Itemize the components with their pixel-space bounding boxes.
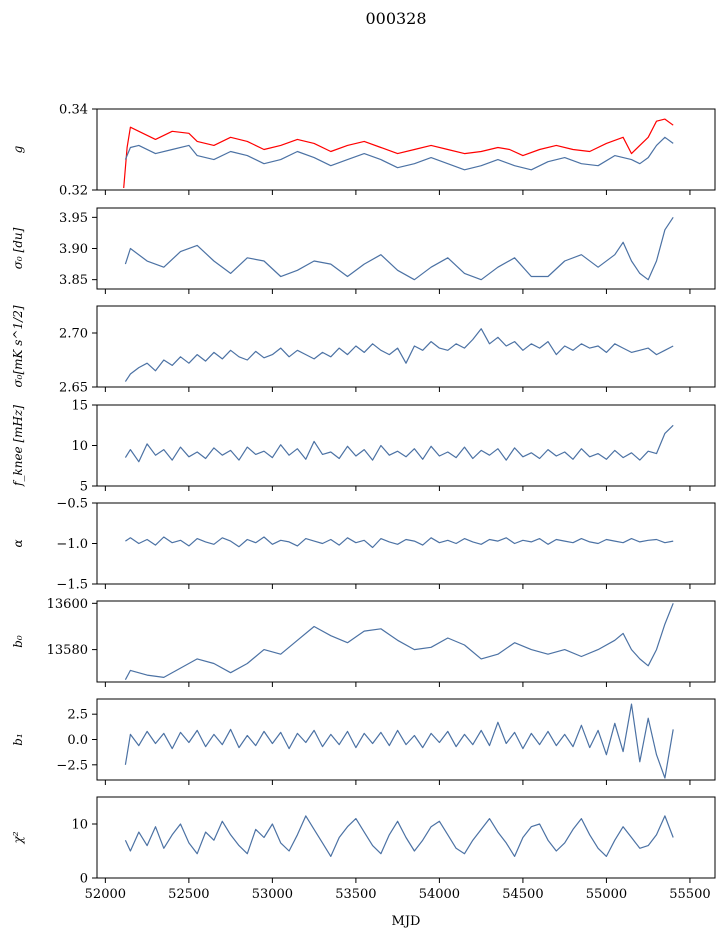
- ytick-label-b1-0: −2.5: [56, 758, 88, 773]
- y-axis-label-fknee: f_knee [mHz]: [11, 405, 25, 487]
- xtick-label-0: 52000: [85, 887, 126, 902]
- ytick-label-sigma0-du-2: 3.95: [59, 211, 88, 226]
- panels-group: 0.32 0.34 g 3.85 3.90 3.95 σ₀ [du] 2.65 2.70 σ₀[m…: [11, 103, 716, 902]
- series-line-chi2-0: [124, 815, 674, 858]
- xtick-label-7: 55500: [669, 887, 710, 902]
- ytick-label-b1-1: 0.0: [67, 733, 88, 748]
- panel-b0: 13580 13600 b₀: [11, 597, 716, 687]
- axes-frame-sigma0-mks: [96, 305, 716, 388]
- panel-sigma0-mks: 2.65 2.70 σ₀[mK s^1/2]: [11, 305, 716, 396]
- ytick-label-alpha-2: −0.5: [56, 497, 88, 512]
- series-line-sigma0-mks-0: [124, 328, 674, 382]
- y-axis-label-chi2: χ²: [11, 831, 25, 844]
- ytick-label-alpha-0: −1.5: [56, 578, 88, 593]
- series-line-sigma0-du-0: [124, 216, 674, 281]
- axes-frame-b0: [96, 600, 716, 683]
- figure-title: 000328: [365, 9, 426, 28]
- y-axis-label-sigma0-mks: σ₀[mK s^1/2]: [11, 305, 25, 387]
- axes-frame-g: [96, 108, 716, 191]
- panel-b1: −2.5 0.0 2.5 b₁: [11, 698, 716, 785]
- ytick-label-b1-2: 2.5: [67, 708, 88, 723]
- ytick-label-sigma0-mks-0: 2.65: [59, 381, 88, 396]
- panel-alpha: −1.5 −1.0 −0.5 α: [11, 497, 716, 593]
- ytick-label-fknee-1: 10: [71, 439, 88, 454]
- ytick-label-fknee-0: 5: [80, 480, 88, 495]
- ytick-label-g-1: 0.34: [59, 103, 88, 118]
- ytick-label-sigma0-du-0: 3.85: [59, 273, 88, 288]
- ytick-label-sigma0-du-1: 3.90: [59, 242, 88, 257]
- panel-g: 0.32 0.34 g: [11, 103, 716, 199]
- axes-frame-chi2: [96, 796, 716, 879]
- axes-frame-fknee: [96, 404, 716, 487]
- series-line-b1-0: [124, 703, 674, 779]
- axes-frame-alpha: [96, 502, 716, 585]
- ytick-label-g-0: 0.32: [59, 184, 88, 199]
- ytick-label-fknee-2: 15: [71, 399, 88, 414]
- series-line-fknee-0: [124, 424, 674, 463]
- ytick-label-b0-0: 13580: [47, 643, 88, 658]
- series-line-alpha-0: [125, 536, 674, 549]
- panel-fknee: 5 10 15 f_knee [mHz]: [11, 399, 716, 495]
- ytick-label-chi2-1: 10: [71, 818, 88, 833]
- xtick-label-4: 54000: [419, 887, 460, 902]
- y-axis-label-b1: b₁: [11, 733, 25, 746]
- series-line-g-1: [124, 136, 674, 171]
- xtick-label-1: 52500: [168, 887, 209, 902]
- y-axis-label-g: g: [11, 145, 25, 153]
- x-axis-label: MJD: [392, 914, 421, 929]
- ytick-label-alpha-1: −1.0: [56, 537, 88, 552]
- panel-chi2: 0 10 χ² 52000 52500 53000 53500 54000 54500 55000…: [11, 796, 716, 902]
- series-line-g-0: [123, 118, 674, 189]
- xtick-label-5: 54500: [502, 887, 543, 902]
- y-axis-label-alpha: α: [11, 539, 25, 547]
- xtick-label-2: 53000: [252, 887, 293, 902]
- y-axis-label-b0: b₀: [11, 635, 25, 648]
- ytick-label-chi2-0: 0: [80, 872, 88, 887]
- ytick-label-b0-1: 13600: [47, 597, 88, 612]
- panel-sigma0-du: 3.85 3.90 3.95 σ₀ [du]: [11, 207, 716, 294]
- y-axis-label-sigma0-du: σ₀ [du]: [11, 227, 25, 269]
- series-line-b0-0: [124, 603, 674, 680]
- axes-frame-b1: [96, 698, 716, 781]
- ytick-label-sigma0-mks-1: 2.70: [59, 327, 88, 342]
- xtick-label-6: 55000: [586, 887, 627, 902]
- xtick-label-3: 53500: [335, 887, 376, 902]
